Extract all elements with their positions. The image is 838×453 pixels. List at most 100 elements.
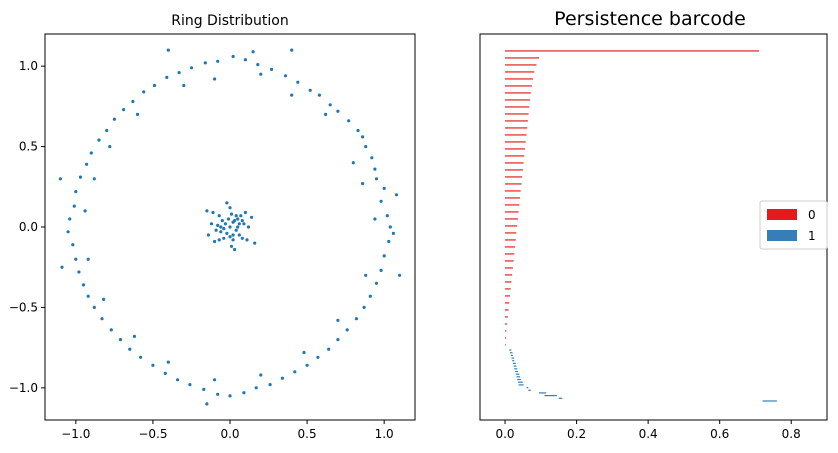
persistence-barcode-bars (505, 50, 777, 402)
barcode-bar-dim0 (505, 127, 528, 129)
scatter-point (336, 338, 340, 342)
barcode-bar-dim1 (539, 392, 547, 394)
scatter-point (259, 373, 263, 377)
scatter-point (305, 363, 309, 367)
scatter-point (317, 93, 321, 97)
scatter-point (243, 210, 247, 215)
scatter-point (387, 239, 391, 244)
scatter-point (243, 58, 247, 62)
scatter-point (270, 67, 274, 71)
barcode-bar-dim1 (517, 378, 521, 381)
scatter-point (253, 241, 257, 245)
barcode-bar-dim1 (510, 352, 513, 354)
scatter-point (222, 236, 226, 240)
scatter-point (280, 376, 284, 380)
scatter-point (131, 99, 135, 104)
barcode-bar-dim0 (505, 148, 525, 150)
scatter-point (354, 317, 358, 321)
scatter-point (77, 270, 81, 274)
barcode-bar-dim0 (505, 197, 520, 199)
barcode-bar-dim1 (516, 376, 521, 378)
scatter-point (151, 363, 155, 367)
scatter-point (118, 338, 123, 342)
scatter-point (394, 193, 399, 197)
barcode-bar-dim0 (505, 267, 513, 269)
barcode-bar-dim0 (505, 169, 523, 171)
scatter-point (213, 378, 217, 382)
scatter-point (102, 297, 106, 301)
scatter-point (128, 347, 132, 351)
scatter-point (382, 254, 386, 258)
barcode-bar-dim0 (505, 57, 539, 59)
barcode-bar-dim0 (505, 246, 515, 248)
scatter-point (213, 239, 217, 244)
x-tick-label: 0.4 (639, 427, 658, 441)
scatter-point (250, 215, 254, 219)
scatter-point (259, 72, 263, 76)
scatter-point (189, 66, 194, 70)
ring-scatter-points (58, 48, 402, 406)
scatter-point (368, 294, 372, 298)
scatter-point (165, 75, 169, 79)
ring-scatter-y-axis: −1.0 −0.5 0.0 0.5 1.0 (9, 59, 45, 395)
persistence-barcode-x-axis: 0.0 0.2 0.4 0.6 0.8 (495, 420, 801, 441)
scatter-point (356, 128, 360, 133)
scatter-point (327, 347, 331, 351)
scatter-point (351, 161, 355, 165)
scatter-point (328, 103, 332, 107)
scatter-point (226, 217, 231, 221)
barcode-bar-dim0 (505, 344, 506, 346)
scatter-point (139, 355, 143, 359)
x-tick-label: −1.0 (61, 427, 90, 441)
barcode-bar-dim0 (505, 134, 527, 136)
scatter-point (89, 151, 93, 155)
scatter-point (68, 217, 72, 221)
scatter-point (81, 283, 86, 287)
barcode-bar-dim0 (505, 337, 507, 339)
scatter-point (166, 48, 170, 52)
scatter-point (379, 199, 383, 203)
barcode-bar-dim0 (505, 323, 508, 325)
scatter-point (388, 225, 392, 229)
barcode-bar-dim1 (514, 368, 518, 370)
barcode-bar-dim1 (515, 373, 520, 375)
scatter-point (256, 63, 260, 67)
ring-scatter-panel: Ring Distribution −1.0 −0.5 0.0 0.5 1.0 −1.0… (9, 13, 416, 441)
scatter-point (336, 318, 340, 322)
scatter-point (92, 177, 96, 181)
scatter-point (100, 317, 104, 321)
scatter-point (216, 392, 220, 396)
barcode-bar-dim0 (505, 85, 532, 87)
barcode-bar-dim0 (505, 316, 508, 318)
barcode-bar-dim1 (513, 365, 517, 367)
scatter-point (391, 231, 395, 235)
scatter-point (324, 112, 328, 116)
barcode-bar-dim0 (505, 218, 518, 220)
y-tick-label: −0.5 (9, 300, 38, 314)
scatter-point (231, 233, 235, 237)
scatter-point (398, 273, 402, 277)
barcode-bar-dim1 (544, 395, 557, 397)
barcode-bar-dim0 (505, 288, 511, 290)
barcode-bar-dim0 (505, 239, 516, 241)
scatter-point (219, 230, 223, 234)
scatter-point (205, 209, 209, 213)
scatter-point (364, 273, 368, 277)
scatter-point (382, 186, 386, 190)
scatter-point (206, 233, 210, 237)
scatter-point (214, 228, 218, 232)
scatter-point (216, 223, 220, 227)
x-tick-label: 0.2 (567, 427, 586, 441)
scatter-point (74, 190, 78, 194)
scatter-point (211, 210, 215, 215)
scatter-point (283, 74, 288, 78)
scatter-point (228, 394, 232, 398)
barcode-bar-dim0 (505, 92, 531, 94)
ring-scatter-title: Ring Distribution (171, 13, 289, 29)
barcode-bar-dim0 (505, 309, 509, 311)
x-tick-label: 1.0 (375, 427, 394, 441)
scatter-point (364, 145, 368, 149)
legend-label-1: 1 (808, 229, 816, 243)
